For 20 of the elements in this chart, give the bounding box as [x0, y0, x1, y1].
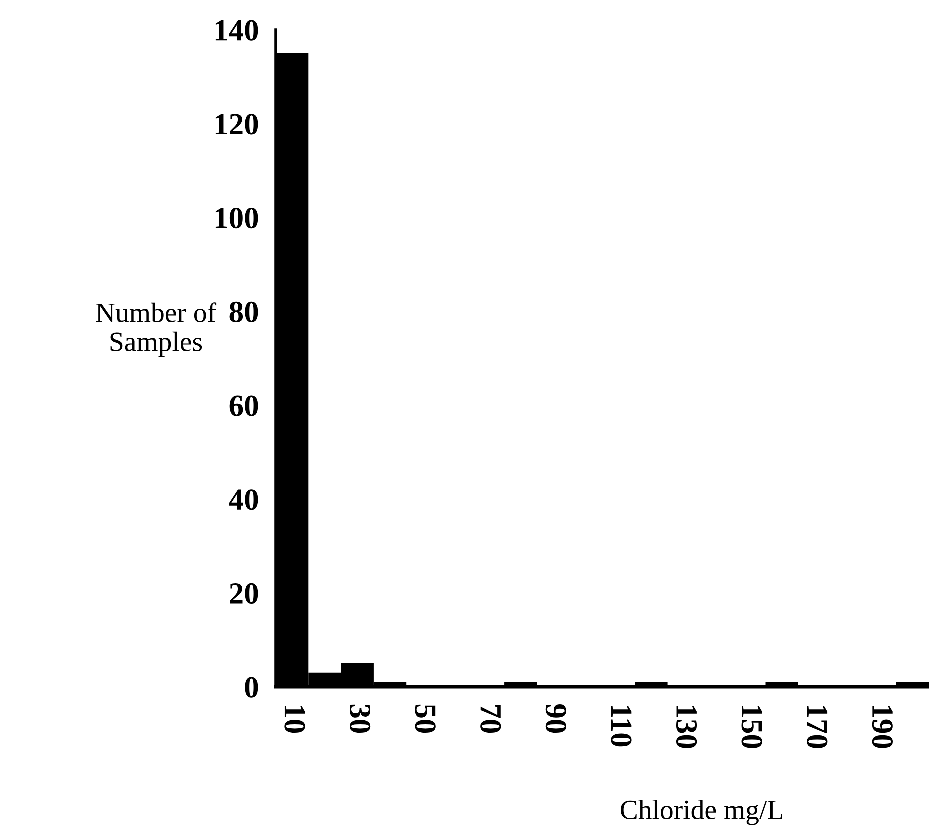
x-tick-label: 130 — [676, 706, 698, 748]
x-tick-label: 90 — [546, 704, 566, 734]
x-tick-label: 10 — [284, 706, 306, 734]
x-tick-label: 50 — [415, 704, 436, 734]
x-tick-label: 170 — [807, 706, 828, 748]
x-tick-label: 70 — [480, 705, 502, 734]
y-tick-label: 100 — [216, 208, 258, 229]
y-axis-title: Number of Samples — [96, 302, 217, 358]
y-tick-label: 80 — [230, 302, 258, 322]
x-tick-label: 30 — [350, 704, 371, 734]
y-tick-label: 0 — [245, 677, 258, 698]
x-tick-label: 150 — [742, 706, 762, 748]
y-tick-label: 40 — [229, 490, 258, 510]
y-tick-label: 60 — [230, 396, 258, 416]
x-axis-title: Chloride mg/L — [620, 800, 782, 826]
x-tick-label: 190 — [872, 706, 893, 748]
y-tick-label: 140 — [216, 20, 258, 41]
y-tick-label: 20 — [230, 583, 258, 604]
y-tick-label: 120 — [216, 114, 258, 135]
x-tick-label: 110 — [611, 706, 632, 747]
